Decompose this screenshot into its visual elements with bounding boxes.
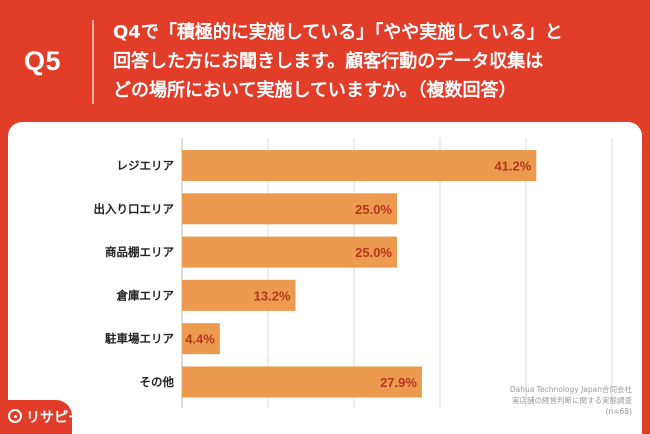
data-label: 13.2%: [254, 288, 291, 303]
data-label: 41.2%: [494, 159, 531, 174]
chart-panel: レジエリア 41.2% 出入り口エリア 25.0% 商品棚エリア 25.0% 倉庫エリア 13…: [8, 122, 642, 434]
footnote-line: (n=68): [605, 407, 632, 416]
category-label: 商品棚エリア: [105, 245, 174, 259]
source-footnote: Dahua Technology Japan合同会社 実店舗の経営判断に関する実…: [510, 384, 632, 417]
logo-mark-icon: [8, 409, 22, 423]
data-label: 25.0%: [355, 245, 392, 260]
category-label: 駐車場エリア: [105, 332, 174, 346]
data-label: 27.9%: [380, 375, 417, 390]
footnote-line: Dahua Technology Japan合同会社: [509, 385, 632, 394]
data-label: 4.4%: [185, 332, 215, 347]
category-label: その他: [140, 375, 175, 389]
question-line: Q4で「積極的に実施している」「やや実施している」と: [113, 22, 563, 43]
bar-chart: レジエリア 41.2% 出入り口エリア 25.0% 商品棚エリア 25.0% 倉庫エリア 13…: [94, 138, 613, 408]
question-header: Q5 Q4で「積極的に実施している」「やや実施している」と 回答した方にお聞きし…: [0, 0, 650, 122]
footnote-line: 実店舗の経営判断に関する実態調査: [512, 396, 632, 405]
question-number: Q5: [24, 46, 62, 76]
header-divider: [92, 20, 94, 104]
category-label: 出入り口エリア: [94, 202, 175, 216]
bar: [182, 193, 397, 225]
category-label: レジエリア: [117, 159, 175, 173]
bar: [182, 236, 397, 268]
logo-text: リサピー: [26, 410, 82, 426]
data-label: 25.0%: [355, 202, 392, 217]
brand-logo: リサピー: [0, 400, 82, 434]
category-label: 倉庫エリア: [116, 288, 175, 302]
bar: [182, 150, 537, 181]
bar: [182, 323, 220, 355]
question-line: どの場所において実施していますか。（複数回答）: [113, 80, 517, 101]
question-line: 回答した方にお聞きします。顧客行動のデータ収集は: [113, 51, 544, 72]
bar: [182, 366, 422, 398]
bar: [182, 279, 296, 311]
question-text: Q4で「積極的に実施している」「やや実施している」と 回答した方にお聞きします。…: [113, 18, 633, 105]
